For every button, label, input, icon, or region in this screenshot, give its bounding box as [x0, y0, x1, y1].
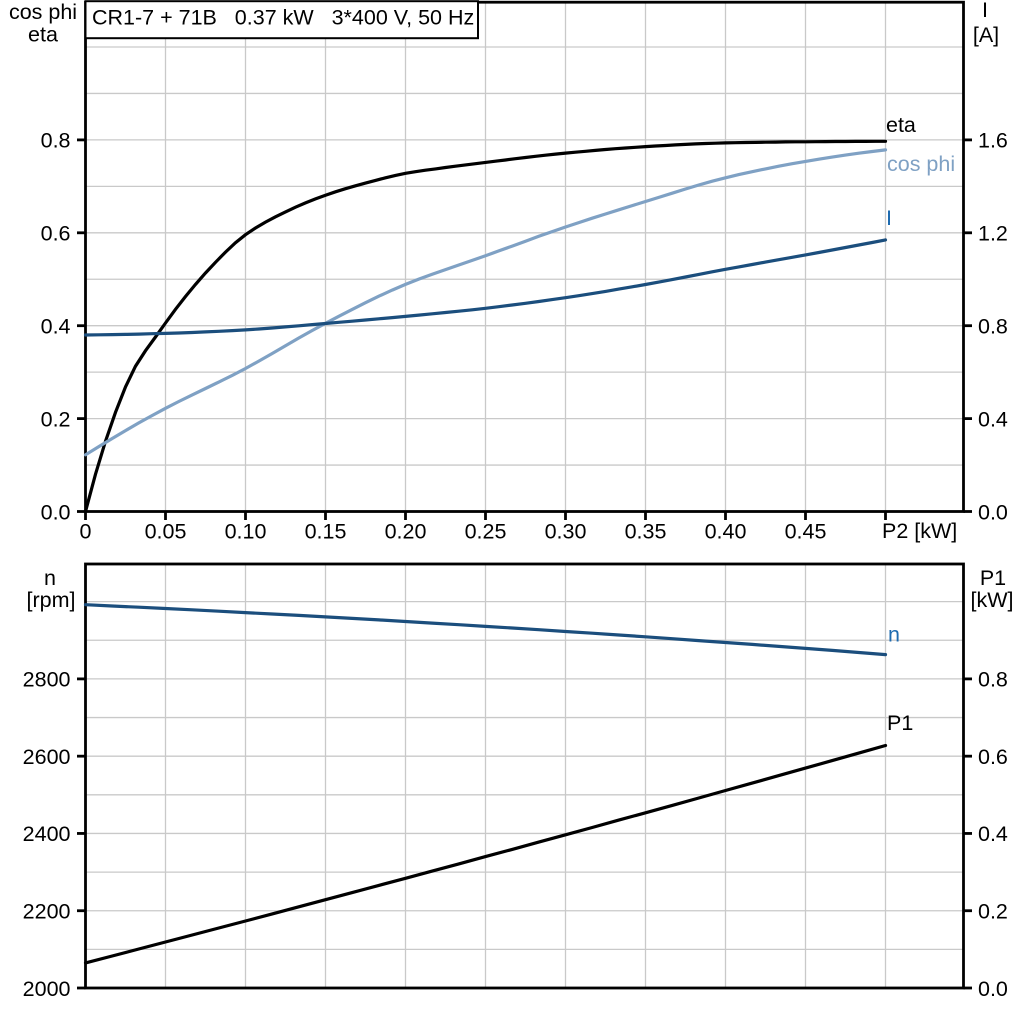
svg-text:2600: 2600: [23, 745, 71, 769]
svg-text:I: I: [886, 206, 892, 230]
svg-text:0.4: 0.4: [41, 315, 71, 339]
svg-text:0.05: 0.05: [145, 520, 187, 544]
svg-text:[kW]: [kW]: [971, 588, 1014, 612]
svg-text:0.30: 0.30: [545, 520, 587, 544]
svg-text:cos phi: cos phi: [887, 152, 955, 176]
svg-text:1.2: 1.2: [978, 222, 1008, 246]
svg-text:2200: 2200: [23, 900, 71, 924]
svg-text:2800: 2800: [23, 668, 71, 692]
svg-text:1.6: 1.6: [978, 129, 1008, 153]
svg-text:n: n: [888, 623, 900, 647]
svg-text:cos phi: cos phi: [9, 0, 77, 24]
svg-text:0.6: 0.6: [41, 222, 71, 246]
svg-text:0.2: 0.2: [978, 900, 1008, 924]
svg-text:eta: eta: [886, 113, 916, 137]
svg-text:0.25: 0.25: [465, 520, 507, 544]
svg-text:I: I: [982, 0, 988, 22]
svg-text:2000: 2000: [23, 977, 71, 1001]
svg-text:0.10: 0.10: [225, 520, 267, 544]
svg-text:eta: eta: [28, 23, 58, 47]
svg-text:0.8: 0.8: [978, 668, 1008, 692]
svg-text:[A]: [A]: [973, 23, 999, 47]
svg-text:0.8: 0.8: [978, 315, 1008, 339]
svg-text:0.4: 0.4: [978, 407, 1008, 431]
svg-text:0.0: 0.0: [978, 500, 1008, 524]
svg-text:n: n: [44, 566, 56, 590]
svg-text:0.20: 0.20: [385, 520, 427, 544]
svg-text:0.0: 0.0: [978, 977, 1008, 1001]
svg-text:P1: P1: [887, 711, 913, 735]
svg-text:0.8: 0.8: [41, 129, 71, 153]
svg-text:0.0: 0.0: [41, 500, 71, 524]
svg-text:P2 [kW]: P2 [kW]: [882, 519, 957, 543]
svg-text:0.2: 0.2: [41, 407, 71, 431]
svg-text:0.15: 0.15: [305, 520, 347, 544]
svg-text:[rpm]: [rpm]: [27, 588, 76, 612]
svg-text:P1: P1: [980, 566, 1006, 590]
svg-text:0.35: 0.35: [625, 520, 667, 544]
svg-text:0: 0: [80, 520, 92, 544]
svg-text:CR1-7 + 71B 0.37 kW 3*400: CR1-7 + 71B 0.37 kW 3*400 V, 50 Hz: [92, 6, 474, 30]
svg-text:0.40: 0.40: [705, 520, 747, 544]
svg-text:0.6: 0.6: [978, 745, 1008, 769]
svg-text:0.45: 0.45: [785, 520, 827, 544]
svg-text:0.4: 0.4: [978, 822, 1008, 846]
svg-text:2400: 2400: [23, 822, 71, 846]
